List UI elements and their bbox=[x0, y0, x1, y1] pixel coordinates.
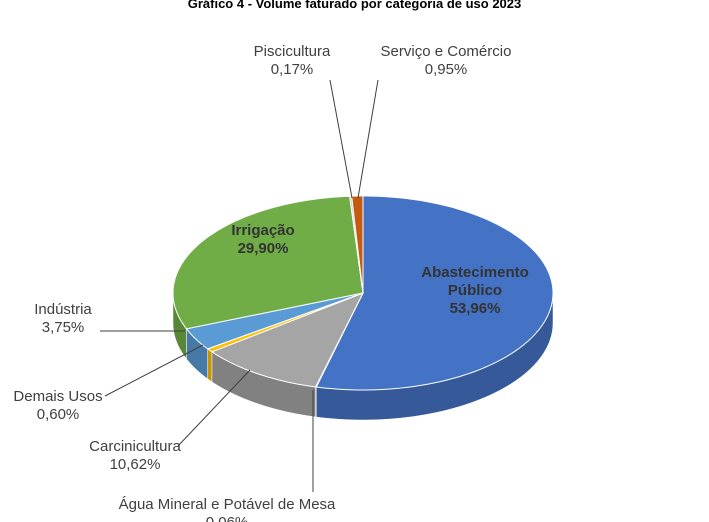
slice-value: 10,62% bbox=[109, 456, 161, 473]
chart-title: Gráfico 4 - Volume faturado por categori… bbox=[187, 0, 522, 11]
slice-label: Demais Usos bbox=[13, 388, 103, 405]
slice-value: 29,90% bbox=[237, 240, 289, 257]
slice-value: 53,96% bbox=[449, 300, 501, 317]
slice-label: Carcinicultura bbox=[89, 438, 181, 455]
slice-label: Irrigação bbox=[231, 222, 295, 239]
slice-value: 3,75% bbox=[41, 319, 85, 336]
pie-slice bbox=[185, 292, 364, 350]
slice-value: 0,95% bbox=[424, 61, 468, 78]
leader-line bbox=[357, 79, 379, 199]
pie-side bbox=[207, 348, 213, 383]
pie-slice bbox=[210, 292, 365, 388]
slice-label: Serviço e Comércio bbox=[380, 43, 512, 60]
slice-value: 0,60% bbox=[36, 406, 80, 423]
slice-label: Água Mineral e Potável de Mesa bbox=[118, 496, 336, 513]
leader-line bbox=[104, 344, 204, 397]
pie-slice bbox=[172, 195, 364, 330]
pie-slice bbox=[315, 195, 554, 391]
slice-label: Abastecimento Público bbox=[421, 264, 529, 299]
pie-slice bbox=[351, 195, 364, 294]
slice-value: 0,17% bbox=[270, 61, 314, 78]
slice-label: Piscicultura bbox=[253, 43, 331, 60]
slice-label: Indústria bbox=[34, 301, 92, 318]
leader-line bbox=[329, 79, 353, 199]
leader-line bbox=[177, 369, 251, 447]
slice-value: 0,06% bbox=[206, 514, 249, 522]
